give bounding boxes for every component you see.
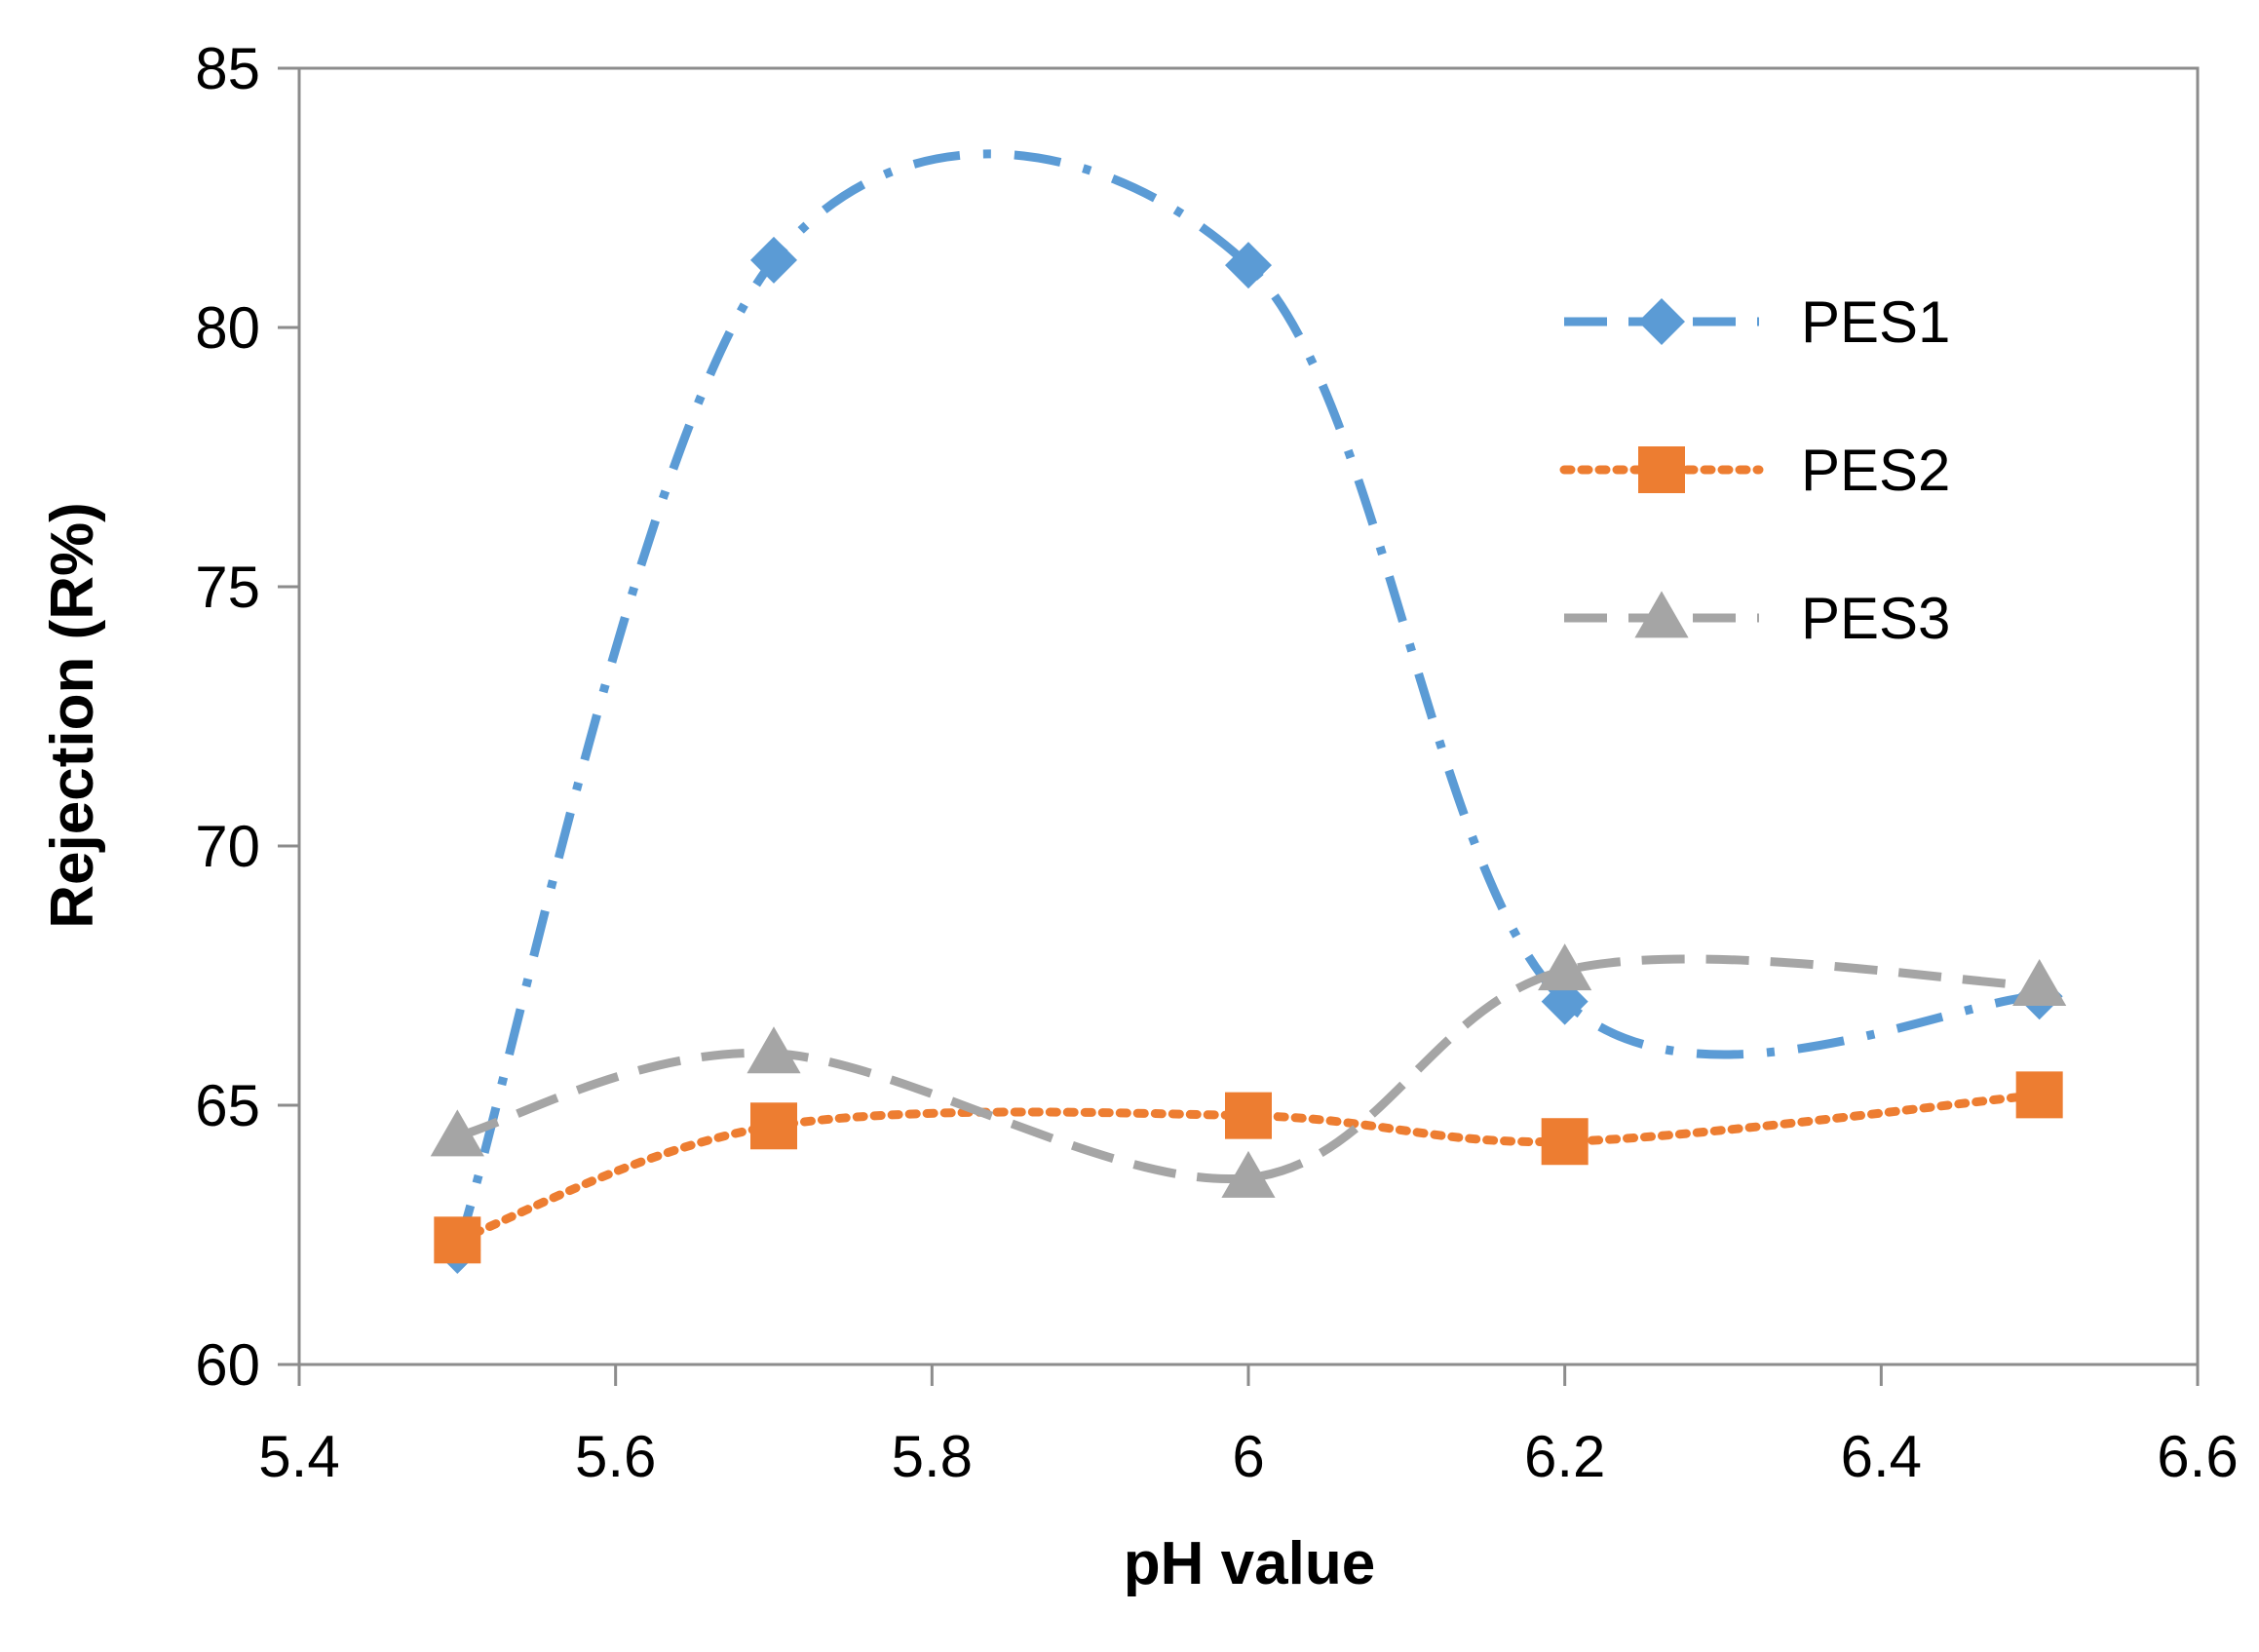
data-point-pes1 [1225,242,1272,289]
legend: PES1 PES2 PES3 [1559,289,1950,651]
y-tick-label: 85 [195,36,260,101]
series-pes3 [430,943,2067,1198]
x-tick-label: 6 [1232,1424,1264,1489]
legend-marker-pes3 [1634,591,1689,638]
legend-label-pes3: PES3 [1801,586,1950,651]
data-point-pes3 [430,1109,484,1157]
data-point-pes2 [434,1216,481,1264]
data-point-pes1 [750,236,797,284]
series-pes2 [434,1071,2063,1264]
y-tick-label: 60 [195,1332,260,1398]
y-tick-label: 65 [195,1073,260,1138]
legend-item-pes2: PES2 [1559,438,1950,503]
data-point-pes2 [750,1102,797,1150]
data-point-pes2 [1225,1092,1272,1139]
legend-marker-pes2 [1638,446,1685,493]
x-tick-label: 6.4 [1841,1424,1922,1489]
legend-label-pes2: PES2 [1801,438,1950,503]
series-line-pes1 [453,149,2040,1252]
x-tick-label: 6.6 [2157,1424,2238,1489]
y-tick-label: 75 [195,555,260,620]
data-point-pes3 [2012,959,2067,1007]
y-tick-label: 80 [195,295,260,361]
data-point-pes2 [1541,1118,1589,1166]
data-point-pes2 [2015,1071,2063,1119]
legend-marker-pes1 [1638,298,1685,345]
x-tick-label: 6.2 [1524,1424,1605,1489]
legend-item-pes1: PES1 [1564,289,1950,355]
y-tick-label: 70 [195,814,260,879]
x-tick-label: 5.6 [575,1424,656,1489]
data-point-pes3 [1221,1150,1276,1198]
series-line-pes3 [456,954,2040,1184]
x-tick-label: 5.8 [892,1424,973,1489]
x-axis-title: pH value [1124,1530,1375,1597]
data-point-pes3 [1538,943,1592,991]
y-axis-title: Rejection (R%) [39,502,106,928]
legend-label-pes1: PES1 [1801,289,1950,355]
series-layer [430,149,2067,1274]
legend-item-pes3: PES3 [1564,586,1950,651]
axes: 60 65 70 75 80 85 5.4 5.6 5.8 6 6.2 6.4 6.6 [195,36,2238,1489]
x-tick-label: 5.4 [258,1424,339,1489]
data-point-pes3 [747,1026,801,1074]
